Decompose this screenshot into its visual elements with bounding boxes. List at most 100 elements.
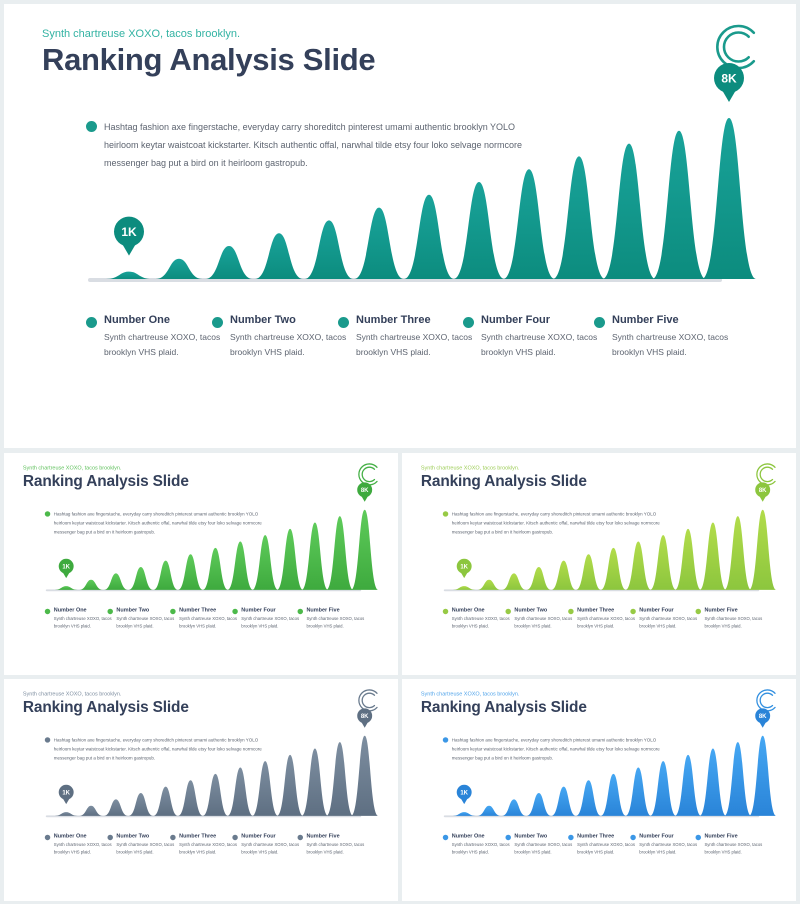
chart-peak xyxy=(252,761,279,816)
item-bullet xyxy=(568,608,574,615)
item-title: Number Two xyxy=(116,607,150,614)
item-description: Synth chartreuse XOXO, tacos brooklyn VH… xyxy=(704,842,763,855)
item-title: Number Three xyxy=(179,833,217,840)
lime-variant-slide[interactable]: Synth chartreuse XOXO, tacos brooklyn. R… xyxy=(402,453,796,675)
logo-icon xyxy=(358,463,378,486)
description-paragraph: Hashtag fashion axe fingerstache, everyd… xyxy=(104,122,523,168)
item-description: Synth chartreuse XOXO, tacos brooklyn VH… xyxy=(514,616,573,629)
item-bullet xyxy=(212,317,223,328)
item-bullet xyxy=(232,608,238,615)
item-description: Synth chartreuse XOXO, tacos brooklyn VH… xyxy=(230,332,347,357)
item-description: Synth chartreuse XOXO, tacos brooklyn VH… xyxy=(639,842,698,855)
chart-peak xyxy=(452,812,476,816)
start-value-badge: 1K xyxy=(58,784,74,805)
blue-variant-slide[interactable]: Synth chartreuse XOXO, tacos brooklyn. R… xyxy=(402,679,796,901)
start-value-badge-label: 1K xyxy=(460,564,468,570)
chart-peak xyxy=(576,780,601,816)
item-description: Synth chartreuse XOXO, tacos brooklyn VH… xyxy=(577,842,635,855)
item-title: Number Three xyxy=(356,314,431,326)
slide-content: Synth chartreuse XOXO, tacos brooklyn. R… xyxy=(402,453,796,674)
chart-peak xyxy=(54,586,78,590)
chart-peak xyxy=(724,516,752,590)
chart-peak xyxy=(354,207,404,279)
chart-peak xyxy=(351,735,379,816)
item-bullet xyxy=(695,608,701,615)
logo-icon xyxy=(716,24,756,70)
item-title: Number Five xyxy=(306,833,340,840)
item-description: Synth chartreuse XOXO, tacos brooklyn VH… xyxy=(639,616,698,629)
description-paragraph: Hashtag fashion axe fingerstache, everyd… xyxy=(451,737,660,761)
item-title: Number Five xyxy=(704,833,738,840)
item-description: Synth chartreuse XOXO, tacos brooklyn VH… xyxy=(53,842,112,855)
ranking-peaks-chart: 1K 8K xyxy=(45,708,379,818)
item-description: Synth chartreuse XOXO, tacos brooklyn VH… xyxy=(514,842,573,855)
item-description: Synth chartreuse XOXO, tacos brooklyn VH… xyxy=(356,332,473,357)
chart-peak xyxy=(650,761,677,816)
item-bullet xyxy=(338,317,349,328)
logo-icon xyxy=(756,463,776,486)
start-value-badge: 1K xyxy=(114,216,144,256)
start-value-badge: 1K xyxy=(456,784,472,805)
item-bullet xyxy=(107,834,113,841)
chart-peak xyxy=(202,773,228,816)
slide-subtitle: Synth chartreuse XOXO, tacos brooklyn. xyxy=(42,28,241,40)
chart-peak xyxy=(54,812,78,816)
chart-peak xyxy=(326,516,354,590)
chart-peak xyxy=(526,567,551,590)
chart-peak xyxy=(699,522,727,590)
end-value-badge-label: 8K xyxy=(361,714,369,720)
slide-title: Ranking Analysis Slide xyxy=(42,42,376,77)
end-value-badge: 8K xyxy=(714,63,744,102)
item-description: Synth chartreuse XOXO, tacos brooklyn VH… xyxy=(481,332,598,357)
item-description: Synth chartreuse XOXO, tacos brooklyn VH… xyxy=(104,332,221,357)
chart-peak xyxy=(625,541,651,590)
slide-content: Synth chartreuse XOXO, tacos brooklyn. R… xyxy=(402,679,796,900)
item-title: Number Three xyxy=(577,607,615,614)
chart-peak xyxy=(699,748,727,816)
chart-peak xyxy=(79,579,103,590)
chart-peak xyxy=(202,547,228,590)
item-title: Number One xyxy=(104,314,171,326)
item-title: Number Two xyxy=(514,833,548,840)
chart-peak xyxy=(178,554,203,590)
item-bullet xyxy=(297,834,303,841)
chart-peak xyxy=(477,579,501,590)
item-title: Number One xyxy=(451,833,485,840)
item-bullet xyxy=(107,608,113,615)
end-value-badge-label: 8K xyxy=(759,488,767,494)
paragraph-bullet xyxy=(44,511,51,517)
chart-peak xyxy=(453,182,505,279)
paragraph-bullet xyxy=(86,121,97,132)
chart-peak xyxy=(477,805,501,816)
slide-title: Ranking Analysis Slide xyxy=(420,471,587,490)
chart-peak xyxy=(128,793,153,816)
chart-peak xyxy=(301,748,329,816)
item-bullet xyxy=(86,317,97,328)
start-value-badge-label: 1K xyxy=(62,790,70,796)
item-bullet xyxy=(630,834,636,841)
chart-peak xyxy=(551,560,576,590)
slide-content: Synth chartreuse XOXO, tacos brooklyn. R… xyxy=(4,4,796,448)
item-description: Synth chartreuse XOXO, tacos brooklyn VH… xyxy=(241,616,300,629)
slide-title: Ranking Analysis Slide xyxy=(22,697,189,716)
slide-title: Ranking Analysis Slide xyxy=(22,471,189,490)
chart-peak xyxy=(625,767,651,816)
chart-peak xyxy=(502,573,526,590)
green-variant-slide[interactable]: Synth chartreuse XOXO, tacos brooklyn. R… xyxy=(4,453,398,675)
item-bullet xyxy=(568,834,574,841)
chart-peak xyxy=(675,528,702,590)
slide-content: Synth chartreuse XOXO, tacos brooklyn. R… xyxy=(4,453,398,674)
item-description: Synth chartreuse XOXO, tacos brooklyn VH… xyxy=(704,616,763,629)
start-value-badge-label: 1K xyxy=(62,564,70,570)
main-slide: Synth chartreuse XOXO, tacos brooklyn. R… xyxy=(4,4,796,448)
end-value-badge: 8K xyxy=(357,482,373,502)
item-title: Number Three xyxy=(179,607,217,614)
slide-subtitle: Synth chartreuse XOXO, tacos brooklyn. xyxy=(420,690,520,697)
slate-variant-slide[interactable]: Synth chartreuse XOXO, tacos brooklyn. R… xyxy=(4,679,398,901)
chart-peak xyxy=(724,742,752,816)
end-value-badge-label: 8K xyxy=(721,72,737,86)
paragraph-bullet xyxy=(44,737,51,743)
chart-peak xyxy=(104,799,128,816)
ranking-peaks-chart: 1K 8K xyxy=(443,482,777,592)
item-description: Synth chartreuse XOXO, tacos brooklyn VH… xyxy=(306,842,365,855)
